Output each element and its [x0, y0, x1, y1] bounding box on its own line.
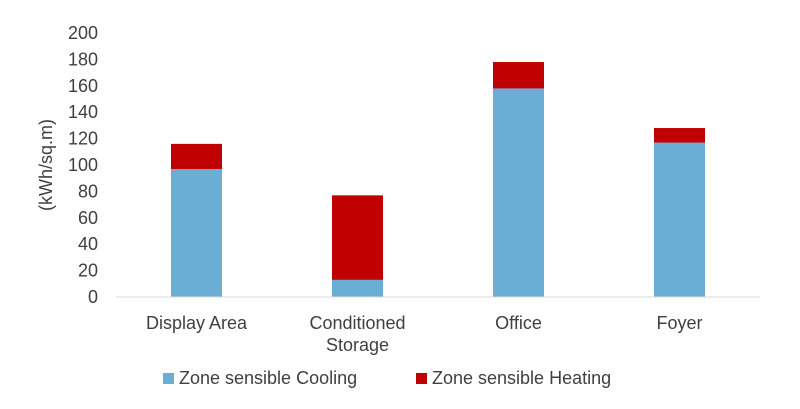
y-tick-label: 100 [68, 155, 98, 175]
bars [171, 62, 705, 297]
y-tick-label: 60 [78, 208, 98, 228]
y-tick-label: 20 [78, 261, 98, 281]
y-tick-label: 200 [68, 23, 98, 43]
y-axis-label: (kWh/sq.m) [36, 119, 56, 211]
bar-cooling [332, 279, 383, 297]
x-category-label: Display Area [146, 313, 248, 333]
x-category-label-line: Foyer [656, 313, 702, 333]
bar-cooling [171, 168, 222, 297]
legend: Zone sensible Cooling Zone sensible Heati… [163, 368, 611, 388]
bar-cooling [654, 142, 705, 297]
x-category-label: Conditioned Storage [309, 313, 405, 355]
x-category-label: Foyer [656, 313, 702, 333]
bar-heating [332, 195, 383, 280]
legend-swatch [163, 373, 174, 384]
x-category-label-line: Office [495, 313, 542, 333]
y-tick-label: 140 [68, 102, 98, 122]
bar-heating [654, 128, 705, 143]
bar-heating [171, 143, 222, 169]
y-tick-label: 180 [68, 49, 98, 69]
y-tick-label: 120 [68, 129, 98, 149]
legend-label: Zone sensible Heating [432, 368, 611, 388]
legend-swatch [416, 373, 427, 384]
bar-heating [493, 62, 544, 89]
x-category-label: Office [495, 313, 542, 333]
y-tick-label: 160 [68, 76, 98, 96]
x-category-label-line: Conditioned [309, 313, 405, 333]
x-category-label-line: Storage [326, 335, 389, 355]
y-tick-label: 40 [78, 234, 98, 254]
y-axis-ticks: 0 20 40 60 80 100 120 140 160 180 200 [68, 23, 98, 307]
legend-label: Zone sensible Cooling [179, 368, 357, 388]
x-category-label-line: Display Area [146, 313, 248, 333]
x-axis-categories: Display Area Conditioned Storage Office Foye… [146, 313, 703, 355]
bar-cooling [493, 88, 544, 297]
y-tick-label: 80 [78, 181, 98, 201]
y-tick-label: 0 [88, 287, 98, 307]
